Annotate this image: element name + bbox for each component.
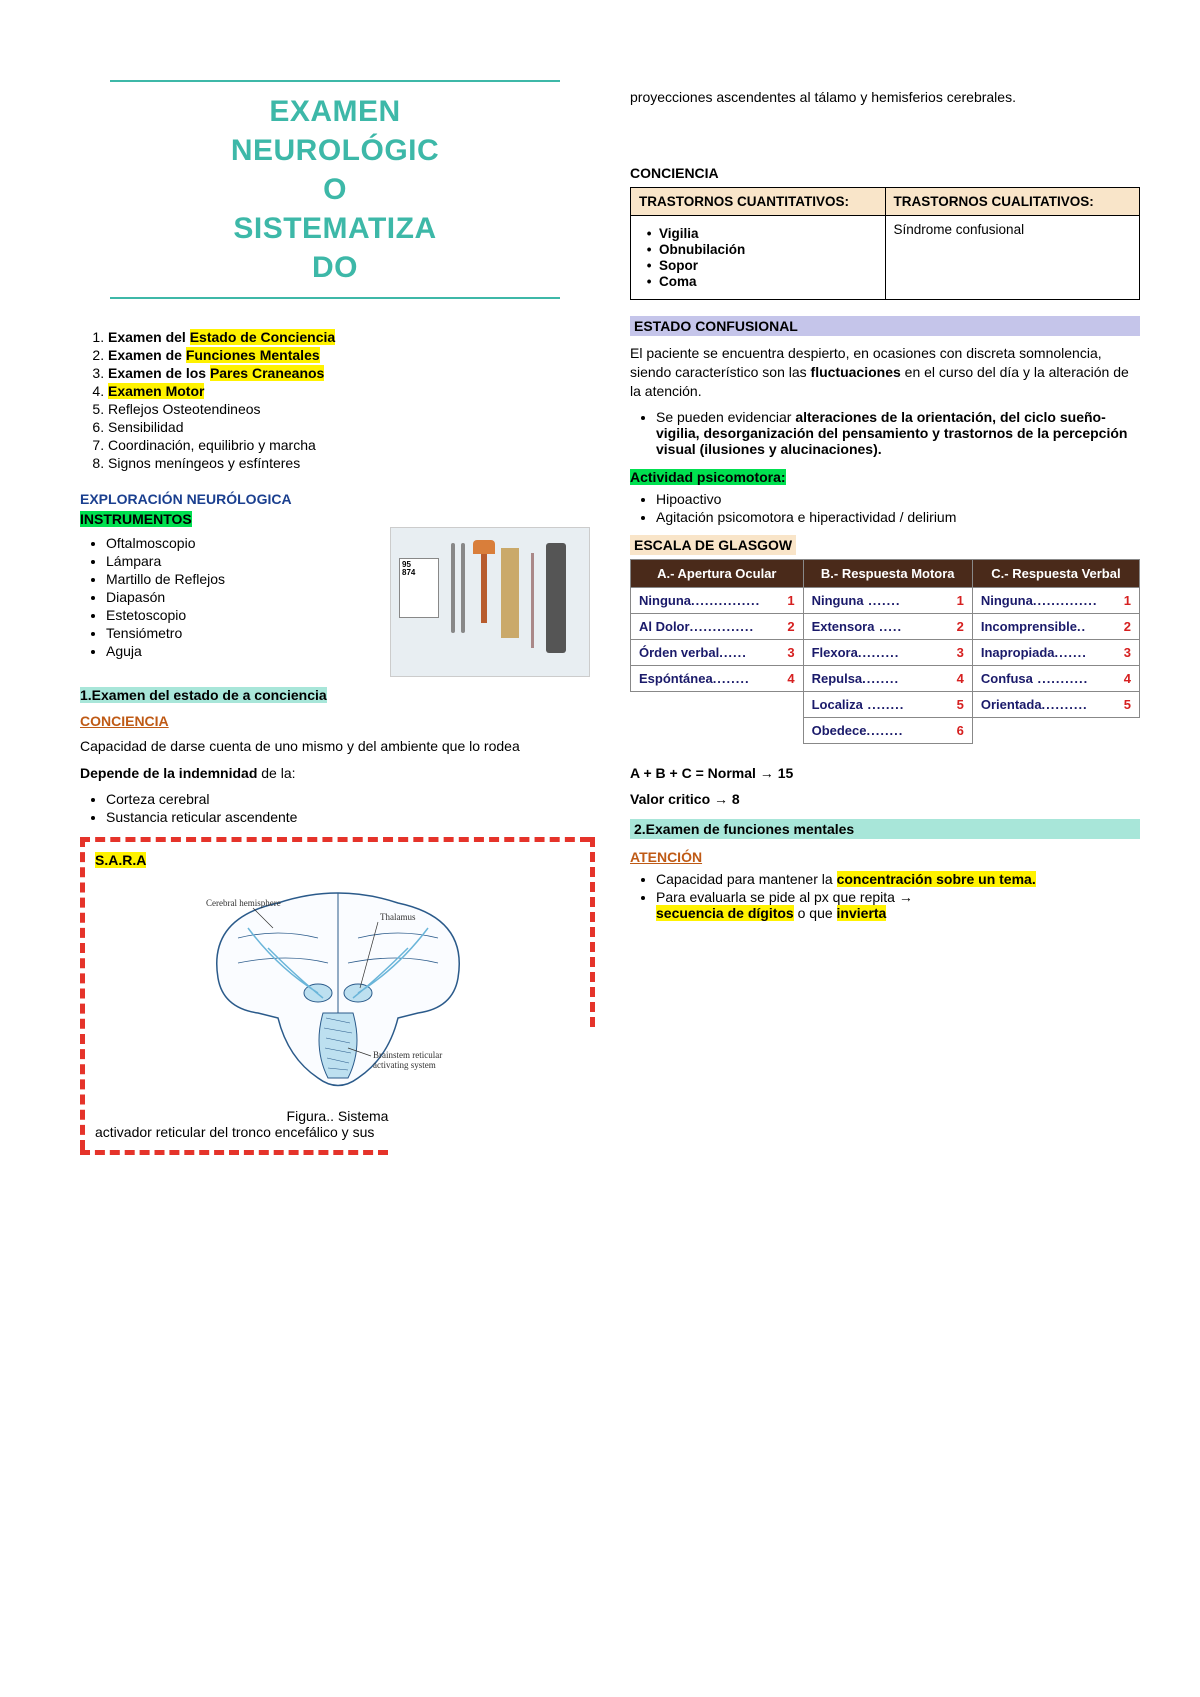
instruments-photo: 95 874 bbox=[390, 527, 590, 677]
actividad-heading: Actividad psicomotora: bbox=[630, 469, 1140, 485]
estado-paragraph: El paciente se encuentra despierto, en o… bbox=[630, 344, 1140, 401]
sara-caption-line1: Figura.. Sistema bbox=[95, 1108, 580, 1124]
label-cerebral-hemisphere: Cerebral hemisphere bbox=[206, 898, 281, 908]
instruments-row: Oftalmoscopio Lámpara Martillo de Reflej… bbox=[80, 527, 590, 677]
list-item: Tensiómetro bbox=[106, 625, 380, 641]
list-item: Para evaluarla se pide al px que repita … bbox=[656, 889, 1140, 921]
title-block: EXAMEN NEUROLÓGIC O SISTEMATIZA DO bbox=[110, 80, 560, 299]
table-cell: Síndrome confusional bbox=[885, 215, 1140, 299]
atencion-list: Capacidad para mantener la concentración… bbox=[630, 871, 1140, 921]
conciencia-heading: CONCIENCIA bbox=[80, 713, 590, 729]
list-item: Sustancia reticular ascendente bbox=[106, 809, 590, 825]
list-item: Examen de los Pares Craneanos bbox=[108, 365, 590, 381]
list-item: Sensibilidad bbox=[108, 419, 590, 435]
reflex-hammer-icon bbox=[481, 543, 487, 623]
instruments-list: Oftalmoscopio Lámpara Martillo de Reflej… bbox=[80, 533, 380, 661]
glasgow-table: A.- Apertura Ocular B.- Respuesta Motora… bbox=[630, 559, 1140, 744]
table-header: B.- Respuesta Motora bbox=[803, 559, 972, 587]
list-item: Lámpara bbox=[106, 553, 380, 569]
list-item: Se pueden evidenciar alteraciones de la … bbox=[656, 409, 1140, 457]
list-item: Examen de Funciones Mentales bbox=[108, 347, 590, 363]
glasgow-formula: A + B + C = Normal 15 bbox=[630, 764, 1140, 783]
continuation-text: proyecciones ascendentes al tálamo y hem… bbox=[630, 88, 1140, 107]
list-item: Corteza cerebral bbox=[106, 791, 590, 807]
list-item: Examen Motor bbox=[108, 383, 590, 399]
table-row: Localiza ........5 Orientada..........5 bbox=[631, 691, 1140, 717]
instruments-heading: INSTRUMENTOS bbox=[80, 511, 590, 527]
list-item: Diapasón bbox=[106, 589, 380, 605]
label-brainstem: Brainstem reticular bbox=[373, 1050, 442, 1060]
estado-confusional-heading: ESTADO CONFUSIONAL bbox=[630, 316, 1140, 336]
needle-icon bbox=[531, 553, 534, 648]
list-item: Aguja bbox=[106, 643, 380, 659]
list-item: Reflejos Osteotendineos bbox=[108, 401, 590, 417]
list-item: Estetoscopio bbox=[106, 607, 380, 623]
conciencia-definition: Capacidad de darse cuenta de uno mismo y… bbox=[80, 737, 590, 756]
list-item: Oftalmoscopio bbox=[106, 535, 380, 551]
left-column: EXAMEN NEUROLÓGIC O SISTEMATIZA DO Exame… bbox=[80, 80, 590, 1150]
section-2-heading: 2.Examen de funciones mentales bbox=[630, 819, 1140, 839]
conciencia-table: TRASTORNOS CUANTITATIVOS: TRASTORNOS CUA… bbox=[630, 187, 1140, 300]
table-row: Órden verbal......3 Flexora.........3 In… bbox=[631, 639, 1140, 665]
sara-heading: S.A.R.A bbox=[95, 852, 580, 868]
list-item: Coordinación, equilibrio y marcha bbox=[108, 437, 590, 453]
tuning-fork-icon bbox=[461, 543, 465, 633]
exploration-heading: EXPLORACIÓN NEURÓLOGICA bbox=[80, 491, 590, 507]
tuning-fork-icon bbox=[451, 543, 455, 633]
actividad-list: Hipoactivo Agitación psicomotora e hiper… bbox=[630, 491, 1140, 525]
table-row: Ninguna...............1 Ninguna ....... … bbox=[631, 587, 1140, 613]
table-header: TRASTORNOS CUALITATIVOS: bbox=[885, 187, 1140, 215]
table-row: Al Dolor..............2 Extensora .....2… bbox=[631, 613, 1140, 639]
label-thalamus: Thalamus bbox=[380, 912, 416, 922]
brain-diagram-icon: Cerebral hemisphere Thalamus Brainstem r… bbox=[198, 878, 478, 1098]
conciencia-depends: Depende de la indemnidad de la: bbox=[80, 764, 590, 783]
conciencia-heading-2: CONCIENCIA bbox=[630, 165, 1140, 181]
sara-caption-line2: activador reticular del tronco encefálic… bbox=[95, 1124, 580, 1140]
table-header: C.- Respuesta Verbal bbox=[972, 559, 1139, 587]
sara-figure-box: S.A.R.A Cerebral hemisphere Thalamus bbox=[80, 837, 590, 1150]
table-header: A.- Apertura Ocular bbox=[631, 559, 804, 587]
conciencia-depends-list: Corteza cerebral Sustancia reticular asc… bbox=[80, 791, 590, 825]
list-item: Capacidad para mantener la concentración… bbox=[656, 871, 1140, 887]
ophthalmoscope-icon bbox=[546, 543, 566, 653]
table-row: Obedece........6 bbox=[631, 717, 1140, 743]
reflex-hammer-icon bbox=[473, 540, 495, 554]
atencion-heading: ATENCIÓN bbox=[630, 849, 1140, 865]
exam-steps-list: Examen del Estado de Conciencia Examen d… bbox=[80, 329, 590, 471]
table-cell: Vigilia Obnubilación Sopor Coma bbox=[631, 215, 886, 299]
page: EXAMEN NEUROLÓGIC O SISTEMATIZA DO Exame… bbox=[0, 0, 1200, 1210]
svg-text:activating system: activating system bbox=[373, 1060, 436, 1070]
list-item: Martillo de Reflejos bbox=[106, 571, 380, 587]
table-header: TRASTORNOS CUANTITATIVOS: bbox=[631, 187, 886, 215]
page-title: EXAMEN NEUROLÓGIC O SISTEMATIZA DO bbox=[110, 92, 560, 287]
estado-bullet-list: Se pueden evidenciar alteraciones de la … bbox=[630, 409, 1140, 457]
list-item: Examen del Estado de Conciencia bbox=[108, 329, 590, 345]
list-item: Hipoactivo bbox=[656, 491, 1140, 507]
list-item: Signos meníngeos y esfínteres bbox=[108, 455, 590, 471]
table-row: Espóntánea........4 Repulsa........4 Con… bbox=[631, 665, 1140, 691]
glasgow-critical: Valor critico 8 bbox=[630, 790, 1140, 809]
eye-chart-icon: 95 874 bbox=[399, 558, 439, 618]
section-1-heading: 1.Examen del estado de a conciencia bbox=[80, 687, 590, 703]
glasgow-heading: ESCALA DE GLASGOW bbox=[630, 537, 1140, 553]
tongue-depressor-icon bbox=[501, 548, 519, 638]
list-item: Agitación psicomotora e hiperactividad /… bbox=[656, 509, 1140, 525]
right-column: proyecciones ascendentes al tálamo y hem… bbox=[630, 80, 1140, 1150]
